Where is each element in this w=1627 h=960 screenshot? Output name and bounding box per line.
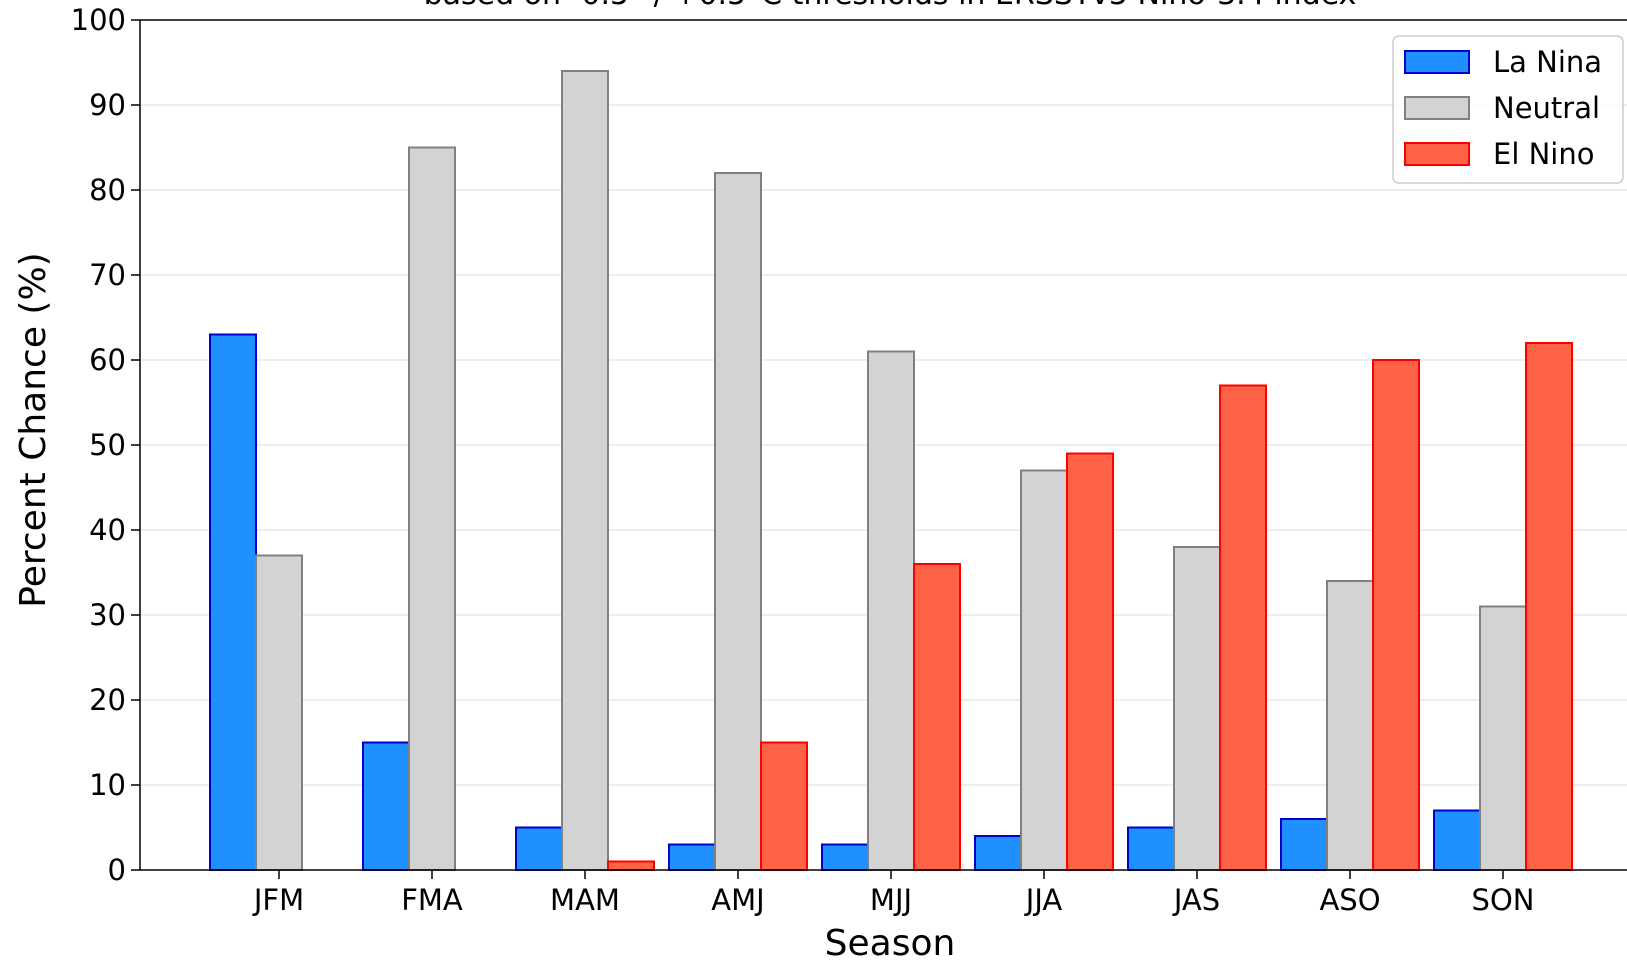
- chart-title: based on -0.5° / +0.5°C thresholds in ER…: [424, 0, 1357, 12]
- y-tick-label: 0: [108, 853, 126, 887]
- bar-la-nina-aso: [1280, 818, 1328, 871]
- legend-label-neutral: Neutral: [1493, 91, 1600, 125]
- x-tick-label: AMJ: [711, 883, 764, 917]
- bar-neutral-son: [1479, 605, 1527, 871]
- y-tick-label: 60: [89, 343, 126, 377]
- legend-swatch-la-nina: [1404, 50, 1470, 74]
- bar-el-nino-aso: [1372, 359, 1420, 871]
- y-tick-label: 70: [89, 258, 126, 292]
- x-tick-label: MAM: [550, 883, 620, 917]
- x-tick-label: MJJ: [870, 883, 912, 917]
- x-tick-label: JFM: [252, 883, 304, 917]
- y-axis-ticks: 0 10 20 30 40 50 60 70 80 90 100: [71, 3, 140, 887]
- bar-neutral-mam: [561, 70, 609, 871]
- legend-swatch-el-nino: [1404, 142, 1470, 166]
- x-axis-ticks: JFM FMA MAM AMJ MJJ JJA JAS ASO SON: [252, 870, 1535, 917]
- y-tick-label: 50: [89, 428, 126, 462]
- x-tick-label: FMA: [401, 883, 463, 917]
- y-axis-title: Percent Chance (%): [13, 252, 54, 607]
- bar-la-nina-mjj: [821, 843, 869, 871]
- legend-swatch-neutral: [1404, 96, 1470, 120]
- bar-la-nina-jja: [974, 835, 1022, 871]
- bar-neutral-amj: [714, 172, 762, 871]
- bar-el-nino-son: [1525, 342, 1573, 871]
- bar-el-nino-amj: [760, 741, 808, 871]
- x-tick-label: JJA: [1024, 883, 1063, 917]
- x-tick-label: ASO: [1319, 883, 1380, 917]
- bar-el-nino-mam: [607, 860, 655, 871]
- y-tick-label: 90: [89, 88, 126, 122]
- legend-label-la-nina: La Nina: [1493, 45, 1602, 79]
- bar-la-nina-mam: [515, 826, 563, 871]
- y-tick-label: 40: [89, 513, 126, 547]
- y-tick-label: 30: [89, 598, 126, 632]
- bar-neutral-jfm: [255, 554, 303, 871]
- bar-neutral-jja: [1020, 469, 1068, 871]
- bar-el-nino-jja: [1066, 452, 1114, 871]
- x-axis-title: Season: [825, 923, 956, 960]
- bar-la-nina-jfm: [209, 333, 257, 871]
- y-tick-label: 10: [89, 768, 126, 802]
- bar-la-nina-son: [1433, 809, 1481, 871]
- bar-el-nino-mjj: [913, 563, 961, 871]
- bar-la-nina-jas: [1127, 826, 1175, 871]
- x-tick-label: JAS: [1172, 883, 1220, 917]
- x-tick-label: SON: [1472, 883, 1535, 917]
- bar-neutral-mjj: [867, 350, 915, 871]
- y-tick-label: 20: [89, 683, 126, 717]
- bar-la-nina-amj: [668, 843, 716, 871]
- bar-neutral-fma: [408, 146, 456, 871]
- legend: La Nina Neutral El Nino: [1392, 35, 1624, 184]
- legend-label-el-nino: El Nino: [1493, 137, 1594, 171]
- bar-neutral-aso: [1326, 580, 1374, 871]
- bar-neutral-jas: [1173, 546, 1221, 871]
- y-tick-label: 100: [71, 3, 126, 37]
- bar-la-nina-fma: [362, 741, 410, 871]
- bar-el-nino-jas: [1219, 384, 1267, 871]
- y-tick-label: 80: [89, 173, 126, 207]
